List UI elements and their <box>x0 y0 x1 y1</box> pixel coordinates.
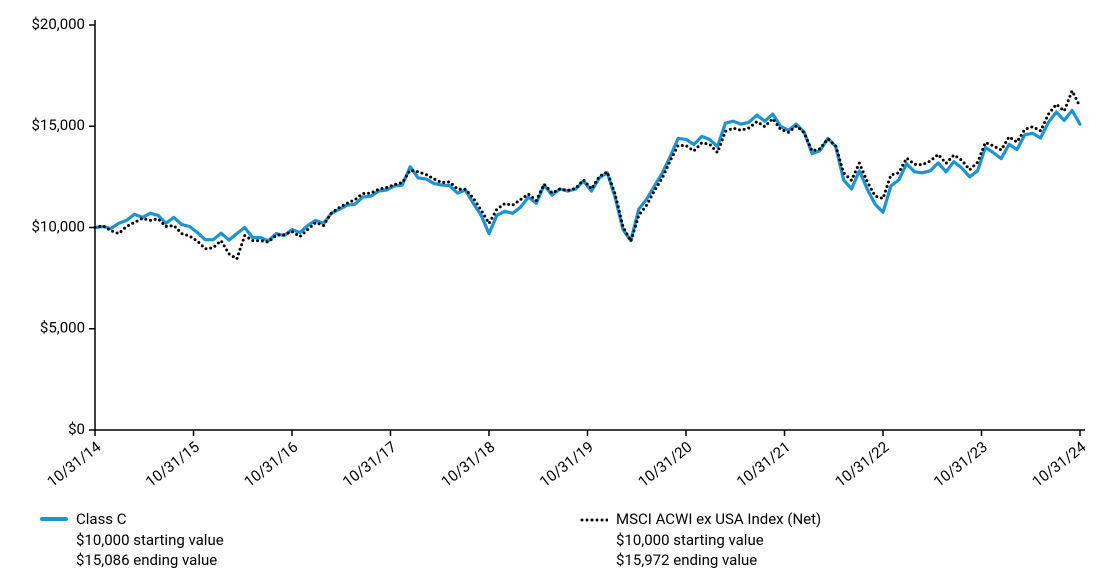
growth-chart: $0 $5,000 $10,000 $15,000 $20,000 10/31/14 10/… <box>0 0 1100 578</box>
legend-starting-value: $10,000 starting value <box>40 530 580 550</box>
legend-ending-value: $15,972 ending value <box>580 550 1100 570</box>
legend-swatch-line <box>40 517 68 521</box>
legend-title: MSCI ACWI ex USA Index (Net) <box>616 509 821 529</box>
svg-text:10/31/23: 10/31/23 <box>930 438 991 491</box>
svg-text:$20,000: $20,000 <box>31 15 85 33</box>
legend-starting-value: $10,000 starting value <box>580 530 1100 550</box>
svg-text:10/31/20: 10/31/20 <box>635 438 696 491</box>
svg-text:$15,000: $15,000 <box>31 116 85 134</box>
svg-text:10/31/22: 10/31/22 <box>832 438 893 491</box>
svg-text:$0: $0 <box>68 420 85 438</box>
svg-text:10/31/19: 10/31/19 <box>536 438 597 491</box>
svg-text:10/31/21: 10/31/21 <box>733 438 794 491</box>
svg-text:$10,000: $10,000 <box>31 217 85 235</box>
legend-series-class-c: Class C $10,000 starting value $15,086 e… <box>40 509 580 570</box>
chart-svg: $0 $5,000 $10,000 $15,000 $20,000 10/31/14 10/… <box>0 0 1100 578</box>
legend-ending-value: $15,086 ending value <box>40 550 580 570</box>
legend-series-msci: MSCI ACWI ex USA Index (Net) $10,000 sta… <box>580 509 1100 570</box>
svg-text:$5,000: $5,000 <box>40 319 85 337</box>
svg-text:10/31/14: 10/31/14 <box>44 437 105 490</box>
legend-title: Class C <box>76 509 127 529</box>
svg-text:10/31/17: 10/31/17 <box>339 438 400 491</box>
svg-text:10/31/24: 10/31/24 <box>1029 437 1090 490</box>
svg-text:10/31/18: 10/31/18 <box>438 438 499 491</box>
svg-text:10/31/15: 10/31/15 <box>142 438 203 491</box>
chart-legend: Class C $10,000 starting value $15,086 e… <box>0 509 1100 570</box>
svg-text:10/31/16: 10/31/16 <box>241 438 302 491</box>
legend-swatch-dots <box>580 517 608 521</box>
